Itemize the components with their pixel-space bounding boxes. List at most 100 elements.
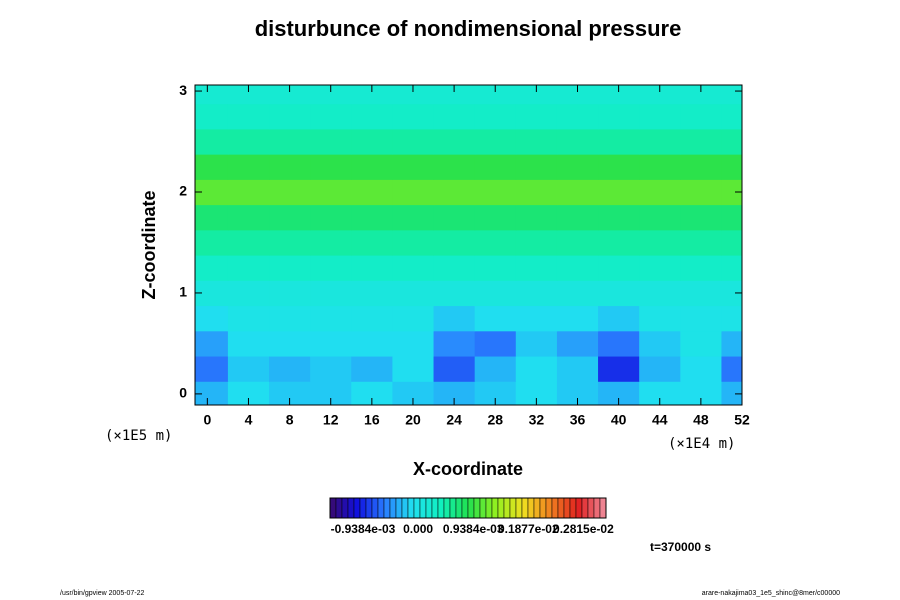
field-cell [195, 330, 229, 357]
field-cell [556, 356, 599, 382]
field-cell [195, 280, 229, 307]
colorbar-tick-label: 0.2815e-02 [553, 522, 614, 536]
field-cell [598, 305, 640, 332]
y-tick-label: 1 [179, 284, 187, 300]
field-cell [474, 356, 517, 382]
field-cell [351, 85, 393, 105]
colorbar-cell [491, 497, 499, 519]
colorbar-cell [581, 497, 589, 519]
field-cell [639, 128, 681, 155]
field-cell [433, 179, 476, 206]
colorbar-cell [353, 497, 361, 519]
field-cell [227, 103, 270, 130]
x-unit: (×1E4 m) [668, 436, 735, 452]
field-cell [598, 330, 640, 357]
colorbar-cell [503, 497, 511, 519]
field-cell [351, 154, 393, 180]
x-tick-label: 0 [203, 412, 211, 428]
field-cell [556, 179, 599, 206]
field-cell [515, 255, 558, 281]
field-cell [598, 280, 640, 307]
colorbar-cell [527, 497, 535, 519]
colorbar-cell [413, 497, 421, 519]
colorbar-cell [449, 497, 457, 519]
field-cell [433, 330, 476, 357]
colorbar-cell [485, 497, 493, 519]
x-axis-label: X-coordinate [413, 459, 523, 479]
field-cell [195, 356, 229, 382]
field-cell [351, 356, 393, 382]
x-tick-label: 12 [323, 412, 339, 428]
field-cell [515, 356, 558, 382]
field-cell [721, 229, 742, 256]
field-cell [269, 356, 311, 382]
field-cell [556, 280, 599, 307]
field-cell [598, 154, 640, 180]
colorbar-cell [587, 497, 595, 519]
colorbar-cell [467, 497, 475, 519]
field-cell [351, 204, 393, 231]
colorbar-cell [515, 497, 523, 519]
x-tick-label: 28 [487, 412, 503, 428]
x-tick-label: 24 [446, 412, 462, 428]
field-cell [598, 255, 640, 281]
field-cell [195, 179, 229, 206]
field-cell [195, 103, 229, 130]
field-cell [195, 305, 229, 332]
field-cell [556, 103, 599, 130]
field-cell [195, 128, 229, 155]
field-cell [269, 154, 311, 180]
field-cell [515, 330, 558, 357]
chart-title: disturbunce of nondimensional pressure [255, 16, 682, 41]
field-cell [269, 381, 311, 405]
colorbar-cell [425, 497, 433, 519]
field-cell [351, 381, 393, 405]
field-cell [351, 305, 393, 332]
field-cell [639, 305, 681, 332]
field-cell [474, 255, 517, 281]
field-cell [269, 280, 311, 307]
field-cell [269, 179, 311, 206]
field-cell [515, 204, 558, 231]
field-cell [721, 381, 742, 405]
field-cell [598, 85, 640, 105]
field-cell [351, 330, 393, 357]
colorbar-cell [551, 497, 559, 519]
field-cell [474, 305, 517, 332]
field-cell [515, 179, 558, 206]
field-cell [598, 204, 640, 231]
colorbar-cell [335, 497, 343, 519]
field-cell [598, 229, 640, 256]
field-cell [556, 255, 599, 281]
footer-left: /usr/bin/gpview 2005-07-22 [60, 590, 145, 597]
field-cell [556, 330, 599, 357]
field-cell [639, 179, 681, 206]
field-cell [310, 204, 352, 231]
field-cell [392, 103, 435, 130]
field-cell [310, 128, 352, 155]
field-cell [227, 381, 270, 405]
x-tick-label: 32 [529, 412, 545, 428]
field-cell [515, 280, 558, 307]
field-cell [474, 330, 517, 357]
field-cell [269, 255, 311, 281]
field-cell [227, 280, 270, 307]
field-cell [474, 103, 517, 130]
field-cell [721, 179, 742, 206]
colorbar-cell [383, 497, 391, 519]
field-cell [433, 255, 476, 281]
field-cell [351, 179, 393, 206]
field-cell [598, 103, 640, 130]
plot-frame [194, 84, 743, 406]
colorbar-cell [569, 497, 577, 519]
x-tick-label: 48 [693, 412, 709, 428]
field-cell [269, 229, 311, 256]
x-tick-label: 8 [286, 412, 294, 428]
field-cell [639, 381, 681, 405]
field-cell [639, 330, 681, 357]
colorbar-cell [521, 497, 529, 519]
field-cell [721, 85, 742, 105]
field-cell [227, 204, 270, 231]
field-cell [392, 229, 435, 256]
colorbar-tick-label: 0.000 [403, 522, 433, 536]
